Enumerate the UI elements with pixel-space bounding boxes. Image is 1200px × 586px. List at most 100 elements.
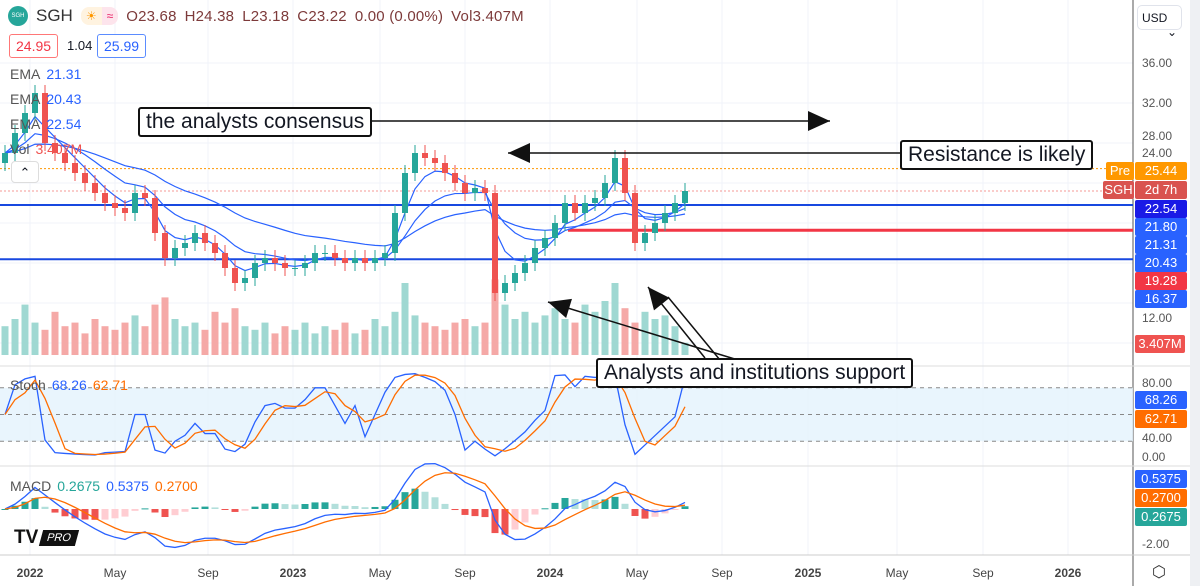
macd-histogram-bar <box>121 509 129 517</box>
volume-value: Vol3.407M <box>451 7 524 25</box>
volume-bar <box>81 333 89 355</box>
symbol-name[interactable]: SGH <box>36 6 73 25</box>
support-arrow-arrowhead <box>648 287 670 311</box>
candle <box>22 113 28 133</box>
macd-histogram-bar <box>111 509 119 519</box>
volume-price-label: 3.407M <box>1135 335 1185 353</box>
volume-bar <box>351 333 359 355</box>
vol-label: Vol <box>10 141 30 157</box>
annotation-resistance[interactable]: Resistance is likely <box>900 140 1094 170</box>
candle <box>242 278 248 283</box>
candle <box>182 243 188 248</box>
macd-histogram-bar <box>541 508 549 510</box>
macd-histogram-bar <box>171 509 179 516</box>
candle <box>502 283 508 293</box>
time-tick: May <box>368 566 392 580</box>
candle <box>102 193 108 203</box>
stoch-tick: 40.00 <box>1142 431 1173 445</box>
stoch-legend[interactable]: Stoch 68.26 62.71 <box>10 377 128 393</box>
candle <box>372 258 378 263</box>
volume-bar <box>321 326 329 355</box>
volume-bar <box>291 329 299 355</box>
macd-histogram-bar <box>321 502 329 509</box>
ema-value: 22.54 <box>46 116 82 132</box>
macd-legend[interactable]: MACD 0.2675 0.5375 0.2700 <box>10 478 198 494</box>
candle <box>292 268 298 269</box>
candle <box>512 273 518 283</box>
volume-bar <box>21 304 29 355</box>
candle <box>632 193 638 243</box>
company-logo: SGH <box>8 6 28 26</box>
volume-bar <box>431 326 439 355</box>
macd-hist-value: 0.2675 <box>57 478 101 494</box>
volume-bar <box>241 326 249 355</box>
macd-histogram-bar <box>151 509 159 513</box>
annotation-consensus[interactable]: the analysts consensus <box>138 107 373 137</box>
candle <box>622 158 628 193</box>
macd-histogram-bar <box>181 509 189 512</box>
currency-select[interactable]: USD ⌄ <box>1137 5 1182 39</box>
candle <box>682 191 688 203</box>
candle <box>442 163 448 173</box>
ema-line <box>4 143 686 247</box>
macd-histogram-bar <box>21 501 29 509</box>
volume-bar <box>101 326 109 355</box>
annotation-support[interactable]: Analysts and institutions support <box>596 358 914 388</box>
candle <box>92 183 98 193</box>
ema-legend-2[interactable]: EMA 20.43 <box>10 91 81 107</box>
session-badge[interactable]: ☀ ≈ <box>80 7 119 25</box>
candle <box>452 173 458 183</box>
candle <box>382 253 388 258</box>
volume-bar <box>251 329 259 355</box>
candle <box>32 93 38 113</box>
macd-histogram-bar <box>351 506 359 509</box>
macd-histogram-bar <box>581 499 589 509</box>
support-price-label: 16.37 <box>1135 290 1187 308</box>
ema-legend-1[interactable]: EMA 21.31 <box>10 66 81 82</box>
buy-button[interactable]: 25.99 <box>97 34 147 58</box>
candle <box>362 258 368 263</box>
volume-bar <box>91 319 99 355</box>
price-tick: 36.00 <box>1142 56 1173 70</box>
volume-bar <box>481 322 489 355</box>
ema-legend-3[interactable]: EMA 22.54 <box>10 116 81 132</box>
volume-bar <box>161 297 169 355</box>
macd-histogram-bar <box>461 509 469 515</box>
support-arrow-line <box>667 296 721 361</box>
volume-bar <box>381 326 389 355</box>
macd-histogram-bar <box>631 509 639 516</box>
price-tick: 28.00 <box>1142 129 1173 143</box>
sell-button[interactable]: 24.95 <box>9 34 59 58</box>
volume-legend[interactable]: Vol 3.407M <box>10 141 82 157</box>
ema-value: 21.31 <box>46 66 82 82</box>
tradingview-logo[interactable]: TV PRO <box>14 527 80 549</box>
time-tick: Sep <box>197 566 219 580</box>
macd-histogram-bar <box>621 503 629 509</box>
time-tick: 2026 <box>1054 566 1082 580</box>
volume-bar <box>261 322 269 355</box>
candle <box>252 263 258 278</box>
macd-hist-label: 0.2675 <box>1135 508 1187 526</box>
macd-histogram-bar <box>271 503 279 509</box>
collapse-legend-button[interactable]: ⌃ <box>11 161 39 183</box>
macd-histogram-bar <box>601 499 609 509</box>
time-tick: 2025 <box>794 566 822 580</box>
candle <box>402 173 408 213</box>
volume-bar <box>341 322 349 355</box>
time-tick: 2024 <box>536 566 564 580</box>
volume-bar <box>231 308 239 355</box>
macd-histogram-bar <box>341 505 349 509</box>
macd-histogram-bar <box>331 503 339 509</box>
macd-histogram-bar <box>251 506 259 509</box>
time-tick: May <box>885 566 909 580</box>
candle <box>122 208 128 213</box>
settings-icon[interactable]: ⬡ <box>1152 564 1166 581</box>
volume-bar <box>661 315 669 355</box>
volume-bar <box>471 326 479 355</box>
macd-line-value: 0.5375 <box>106 478 149 494</box>
candle <box>142 193 148 198</box>
volume-bar <box>631 322 639 355</box>
candle <box>2 153 8 163</box>
